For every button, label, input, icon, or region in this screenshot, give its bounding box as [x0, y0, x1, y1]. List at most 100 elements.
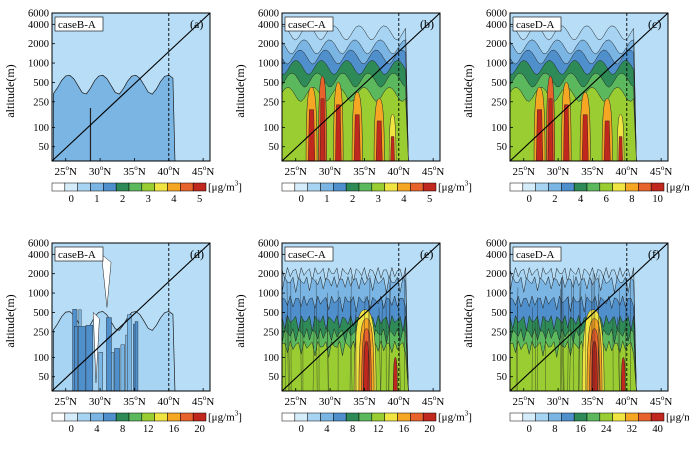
colorbar-swatch — [371, 182, 385, 192]
colorbar-tick-label: 4 — [401, 194, 407, 205]
low-value-region — [101, 253, 112, 308]
case-label: caseD-A — [512, 16, 562, 32]
x-axis: 25oN 30oN 35oN 40oN 45oN — [285, 158, 444, 178]
case-label-text: caseD-A — [516, 19, 555, 31]
y-tick-label: 250 — [33, 327, 49, 338]
x-tick-direction: N — [103, 396, 111, 408]
y-tick-label: 4000 — [258, 20, 279, 31]
unit-suffix: ] — [238, 412, 242, 424]
contour-line — [369, 275, 371, 391]
x-tick-degrees: 30 — [547, 166, 559, 178]
x-tick-label: 25oN — [55, 164, 78, 178]
y-tick-label: 4000 — [28, 20, 49, 31]
concentration-region — [53, 74, 176, 161]
x-tick-label: 30oN — [547, 394, 570, 408]
colorbar-swatch — [638, 182, 652, 192]
y-tick-label: 4000 — [28, 250, 49, 261]
x-tick-direction: N — [527, 396, 535, 408]
x-tick-label: 35oN — [581, 394, 604, 408]
colorbar-swatch — [103, 412, 117, 422]
x-tick-direction: N — [172, 396, 180, 408]
y-tick-label: 100 — [33, 123, 49, 134]
colorbar-tick-label: 4 — [324, 424, 330, 435]
colorbar-swatch — [128, 412, 143, 422]
panel-label: (d) — [190, 247, 204, 261]
plot-frame — [51, 12, 211, 162]
colorbar-swatch — [128, 182, 143, 192]
colorbar: 0 1 2 3 4 5[μg/m3] — [281, 180, 472, 205]
colorbar: 0 1 2 3 4 5[μg/m3] — [51, 180, 242, 205]
colorbar-swatch — [180, 412, 194, 422]
x-tick-degree-symbol: o — [66, 164, 70, 172]
colorbar-tick-label: 8 — [629, 194, 634, 205]
colorbar-tick-label: 12 — [143, 424, 154, 435]
x-tick-label: 40oN — [616, 394, 639, 408]
colorbar-swatch — [167, 412, 181, 422]
y-tick-label: 100 — [491, 353, 507, 364]
y-axis-label: altitude(m) — [233, 294, 247, 347]
contour-line — [349, 296, 353, 391]
concentration-core — [618, 136, 623, 161]
colorbar-swatch — [573, 412, 588, 422]
x-tick-label: 40oN — [158, 164, 181, 178]
colorbar-tick-label: 3 — [146, 194, 151, 205]
contour-line — [515, 287, 519, 391]
x-tick-label: 30oN — [319, 164, 342, 178]
colorbar-tick-label: 32 — [627, 424, 638, 435]
colorbar-swatch — [650, 412, 665, 422]
concentration-core — [563, 104, 570, 161]
colorbar-tick-label: 4 — [578, 194, 584, 205]
unit-prefix: [ — [438, 182, 442, 194]
concentration-plume — [393, 357, 398, 391]
unit-prefix: [ — [438, 412, 442, 424]
colorbar-swatch — [638, 412, 652, 422]
contour-line — [380, 300, 383, 391]
y-tick-label: 2000 — [486, 269, 507, 280]
colorbar-swatch — [586, 412, 601, 422]
colorbar-tick-label: 20 — [194, 424, 205, 435]
colorbar-tick-label: 4 — [171, 194, 177, 205]
x-tick-degree-symbol: o — [524, 164, 528, 172]
y-tick-label: 1000 — [486, 289, 507, 300]
colorbar-tick-label: 16 — [169, 424, 180, 435]
y-tick-label: 500 — [263, 78, 279, 89]
concentration-core — [319, 98, 326, 161]
x-tick-degree-symbol: o — [296, 164, 300, 172]
unit-main: μg/m — [670, 182, 689, 194]
colorbar-unit: [μg/m3] — [438, 180, 472, 194]
concentration-core — [547, 98, 554, 161]
unit-superscript: 3 — [235, 410, 239, 418]
y-tick-label: 250 — [263, 327, 279, 338]
y-tick-label: 1000 — [28, 59, 49, 70]
y-tick-label: 6000 — [258, 239, 279, 250]
concentration-core — [353, 114, 361, 161]
x-tick-label: 30oN — [319, 394, 342, 408]
colorbar-unit: [μg/m3] — [438, 410, 472, 424]
x-tick-direction: N — [436, 396, 444, 408]
concentration-streak — [98, 352, 103, 391]
x-tick-degrees: 35 — [123, 396, 135, 408]
contour-line — [598, 294, 601, 391]
x-tick-degrees: 30 — [89, 396, 101, 408]
x-tick-direction: N — [138, 396, 146, 408]
x-tick-degrees: 45 — [192, 166, 204, 178]
x-tick-direction: N — [206, 166, 214, 178]
x-tick-label: 25oN — [55, 394, 78, 408]
x-tick-degree-symbol: o — [592, 164, 596, 172]
x-tick-degree-symbol: o — [627, 394, 631, 402]
colorbar-tick-label: 24 — [601, 424, 612, 435]
colorbar-tick-label: 5 — [197, 194, 202, 205]
panel-label: (a) — [190, 17, 203, 31]
y-tick-label: 2000 — [28, 39, 49, 50]
concentration-core — [335, 104, 342, 161]
x-tick-degrees: 35 — [581, 166, 593, 178]
x-tick-degrees: 35 — [581, 396, 593, 408]
x-tick-degrees: 40 — [616, 396, 628, 408]
x-tick-degrees: 40 — [388, 166, 400, 178]
case-label: caseC-A — [284, 16, 334, 32]
x-tick-label: 45oN — [650, 394, 673, 408]
x-tick-degree-symbol: o — [169, 394, 173, 402]
x-tick-direction: N — [138, 166, 146, 178]
x-tick-label: 40oN — [388, 394, 411, 408]
x-tick-degree-symbol: o — [558, 164, 562, 172]
